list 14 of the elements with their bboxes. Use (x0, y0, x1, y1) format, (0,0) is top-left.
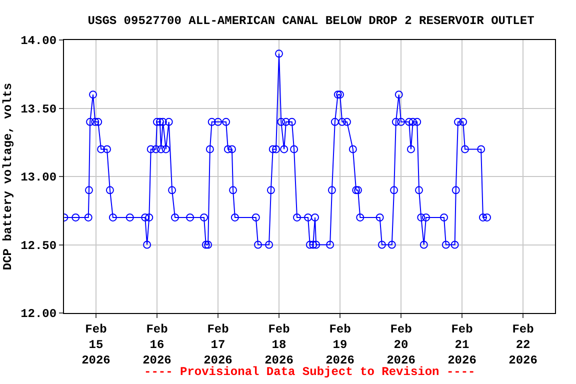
x-tick-label: Feb 21 2026 (448, 322, 476, 368)
x-tick-label: Feb 16 2026 (142, 322, 172, 368)
x-tick-label: Feb 15 2026 (82, 322, 110, 368)
y-tick-label: 12.00 (20, 307, 57, 322)
y-tick-label: 13.00 (20, 170, 57, 185)
chart-title: USGS 09527700 ALL-AMERICAN CANAL BELOW DROP 2 RESERVOIR OUTLET (88, 14, 534, 28)
y-axis-title: DCP battery voltage, volts (0, 82, 15, 270)
y-tick-label: 14.00 (20, 34, 57, 48)
y-tick-label: 13.50 (20, 102, 57, 116)
text: ---- Provisional Data Subject to Revision ---- (144, 365, 476, 379)
x-tick-label: Feb 22 2026 (508, 322, 538, 368)
x-tick-label: Feb 17 2026 (204, 322, 232, 368)
y-tick-label: 12.50 (20, 238, 57, 253)
x-tick-label: Feb 18 2026 (264, 322, 294, 368)
